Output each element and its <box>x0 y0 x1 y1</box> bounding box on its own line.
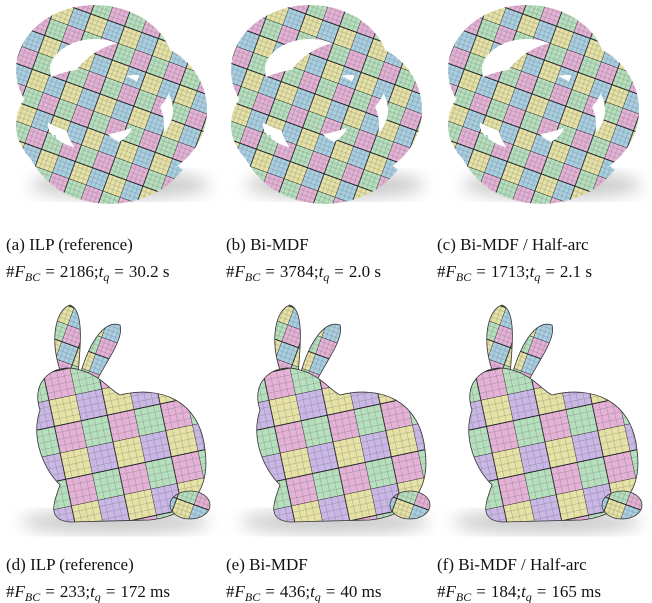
time-sub: q <box>323 270 329 284</box>
count-var: F <box>234 582 246 601</box>
count-value: 1713 <box>491 262 525 281</box>
equals: = <box>537 582 547 601</box>
count-value: 233 <box>60 582 86 601</box>
equals: = <box>545 262 555 281</box>
panel-stats: #FBC=3784;tq=2.0 s <box>226 262 381 284</box>
panel-label: (a) ILP (reference) <box>6 235 133 254</box>
knot-mesh <box>30 22 210 199</box>
knot-mesh <box>462 22 642 199</box>
time-value: 40 ms <box>340 582 381 601</box>
time-sub: q <box>103 270 109 284</box>
equals: = <box>45 262 55 281</box>
count-var: F <box>14 262 26 281</box>
equals: = <box>476 582 486 601</box>
count-sub: BC <box>456 590 472 603</box>
knot-mesh <box>245 22 425 199</box>
equals: = <box>45 582 55 601</box>
time-sub: q <box>526 590 532 603</box>
time-value: 165 ms <box>551 582 601 601</box>
count-value: 436 <box>280 582 306 601</box>
equals: = <box>106 582 116 601</box>
count-sub: BC <box>245 270 261 284</box>
equals: = <box>334 262 344 281</box>
equals: = <box>476 262 486 281</box>
count-var: F <box>445 262 457 281</box>
count-sub: BC <box>25 590 41 603</box>
panel-stats: #FBC=436;tq=40 ms <box>226 582 381 603</box>
panel-label: (e) Bi-MDF <box>226 555 308 574</box>
panel-label: (f) Bi-MDF / Half-arc <box>437 555 587 574</box>
time-value: 30.2 s <box>129 262 170 281</box>
panel-stats: #FBC=233;tq=172 ms <box>6 582 170 603</box>
panel-label: (c) Bi-MDF / Half-arc <box>437 235 589 254</box>
count-var: F <box>14 582 26 601</box>
time-value: 2.1 s <box>560 262 592 281</box>
bunny-mesh <box>20 305 210 534</box>
count-sub: BC <box>25 270 41 284</box>
count-sub: BC <box>456 270 472 284</box>
time-sub: q <box>315 590 321 603</box>
count-var: F <box>234 262 246 281</box>
time-value: 172 ms <box>120 582 170 601</box>
equals: = <box>114 262 124 281</box>
figure: (a) ILP (reference)#FBC=2186;tq=30.2 s(b… <box>0 0 652 603</box>
panel-stats: #FBC=184;tq=165 ms <box>437 582 601 603</box>
count-value: 184 <box>491 582 517 601</box>
panel-stats: #FBC=2186;tq=30.2 s <box>6 262 170 284</box>
panel-label: (b) Bi-MDF <box>226 235 309 254</box>
time-sub: q <box>534 270 540 284</box>
equals: = <box>265 582 275 601</box>
equals: = <box>326 582 336 601</box>
bunny-mesh <box>240 305 430 534</box>
bunny-mesh <box>452 305 642 534</box>
panel-label: (d) ILP (reference) <box>6 555 134 574</box>
panel-stats: #FBC=1713;tq=2.1 s <box>437 262 592 284</box>
time-sub: q <box>95 590 101 603</box>
count-value: 3784 <box>280 262 315 281</box>
count-value: 2186 <box>60 262 94 281</box>
count-var: F <box>445 582 457 601</box>
time-value: 2.0 s <box>349 262 381 281</box>
equals: = <box>265 262 275 281</box>
count-sub: BC <box>245 590 261 603</box>
